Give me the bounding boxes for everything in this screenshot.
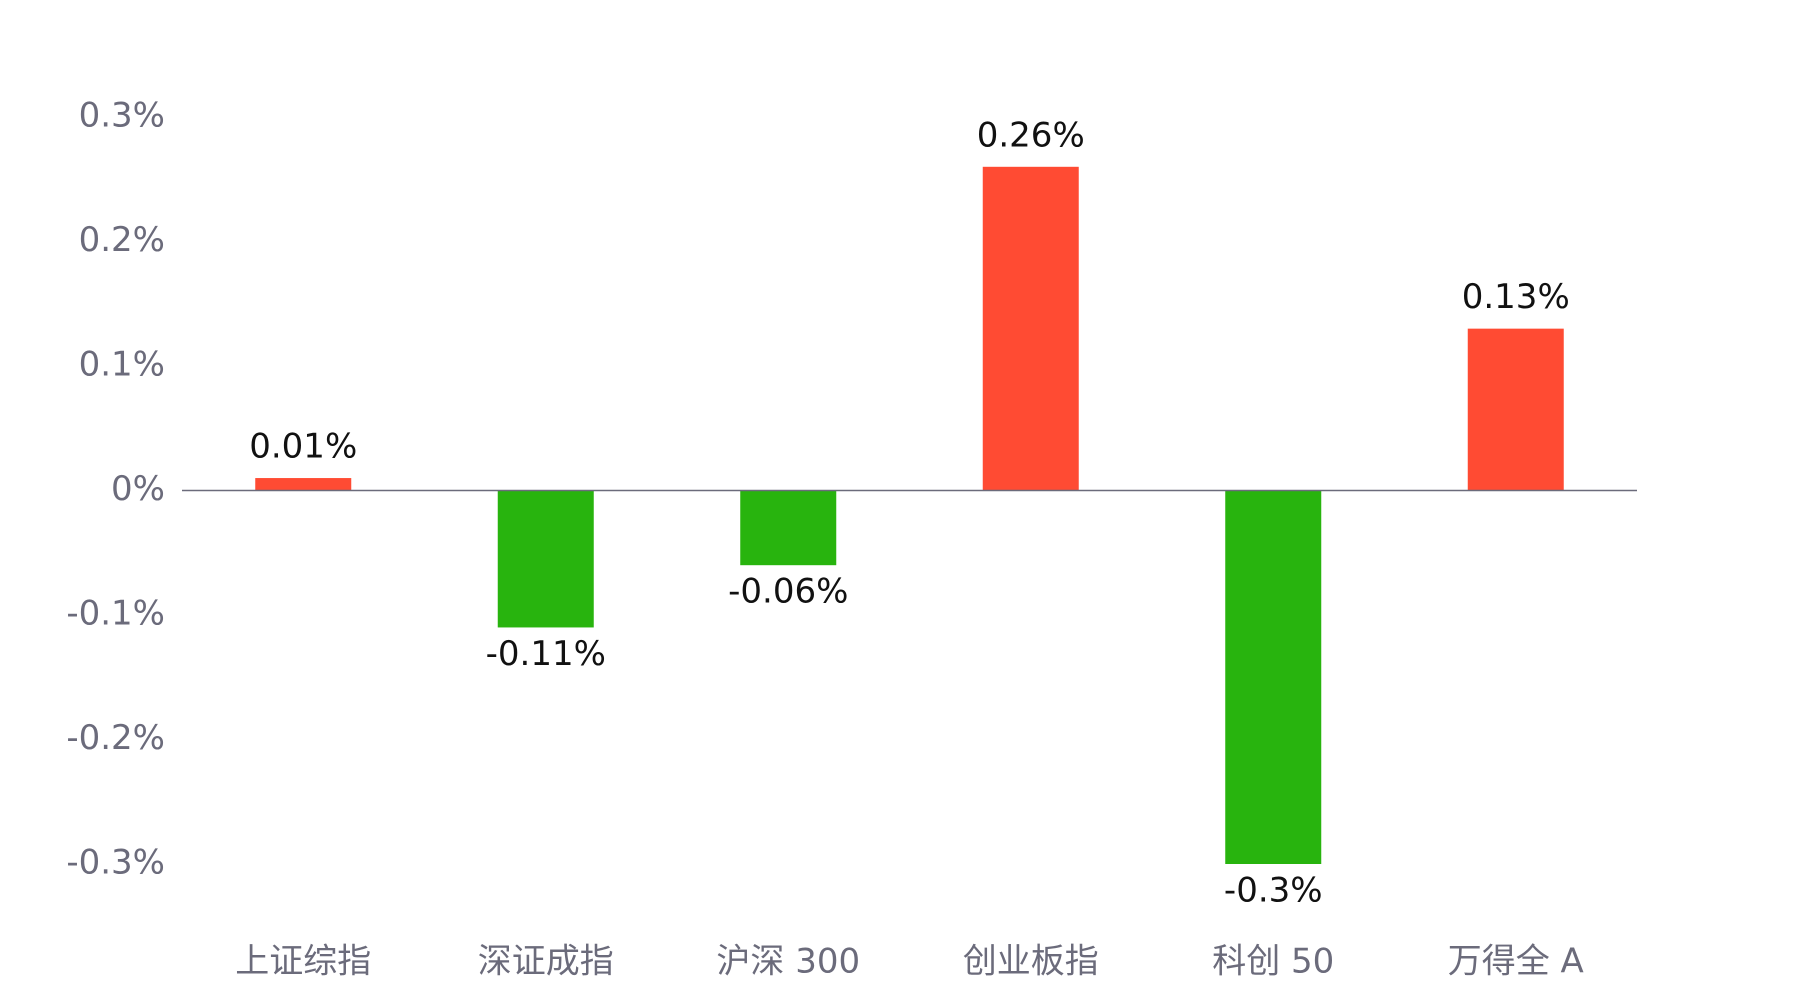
value-label: 0.01% — [249, 427, 357, 467]
bar — [1225, 490, 1322, 864]
x-tick-label: 科创 50 — [1212, 942, 1334, 982]
bar — [1467, 328, 1564, 491]
y-tick-label: 0.1% — [79, 345, 165, 385]
x-tick-label: 沪深 300 — [716, 942, 860, 982]
y-tick-label: 0.2% — [79, 220, 165, 260]
value-label: 0.13% — [1462, 277, 1570, 317]
value-label: -0.3% — [1224, 871, 1323, 911]
y-tick-label: 0.3% — [79, 96, 165, 136]
y-tick-label: 0% — [111, 469, 165, 509]
x-tick-label: 上证综指 — [235, 942, 371, 982]
x-tick-label: 深证成指 — [478, 942, 614, 982]
y-tick-label: -0.2% — [66, 718, 165, 758]
bar — [740, 490, 837, 566]
bar — [982, 166, 1079, 491]
value-label: -0.06% — [728, 572, 848, 612]
x-tick-label: 万得全 A — [1448, 942, 1584, 982]
value-label: 0.26% — [977, 115, 1085, 155]
bar — [497, 490, 594, 628]
value-label: -0.11% — [486, 634, 606, 674]
y-tick-label: -0.1% — [66, 594, 165, 634]
y-tick-label: -0.3% — [66, 843, 165, 883]
bar — [255, 478, 352, 491]
x-tick-label: 创业板指 — [963, 942, 1099, 982]
